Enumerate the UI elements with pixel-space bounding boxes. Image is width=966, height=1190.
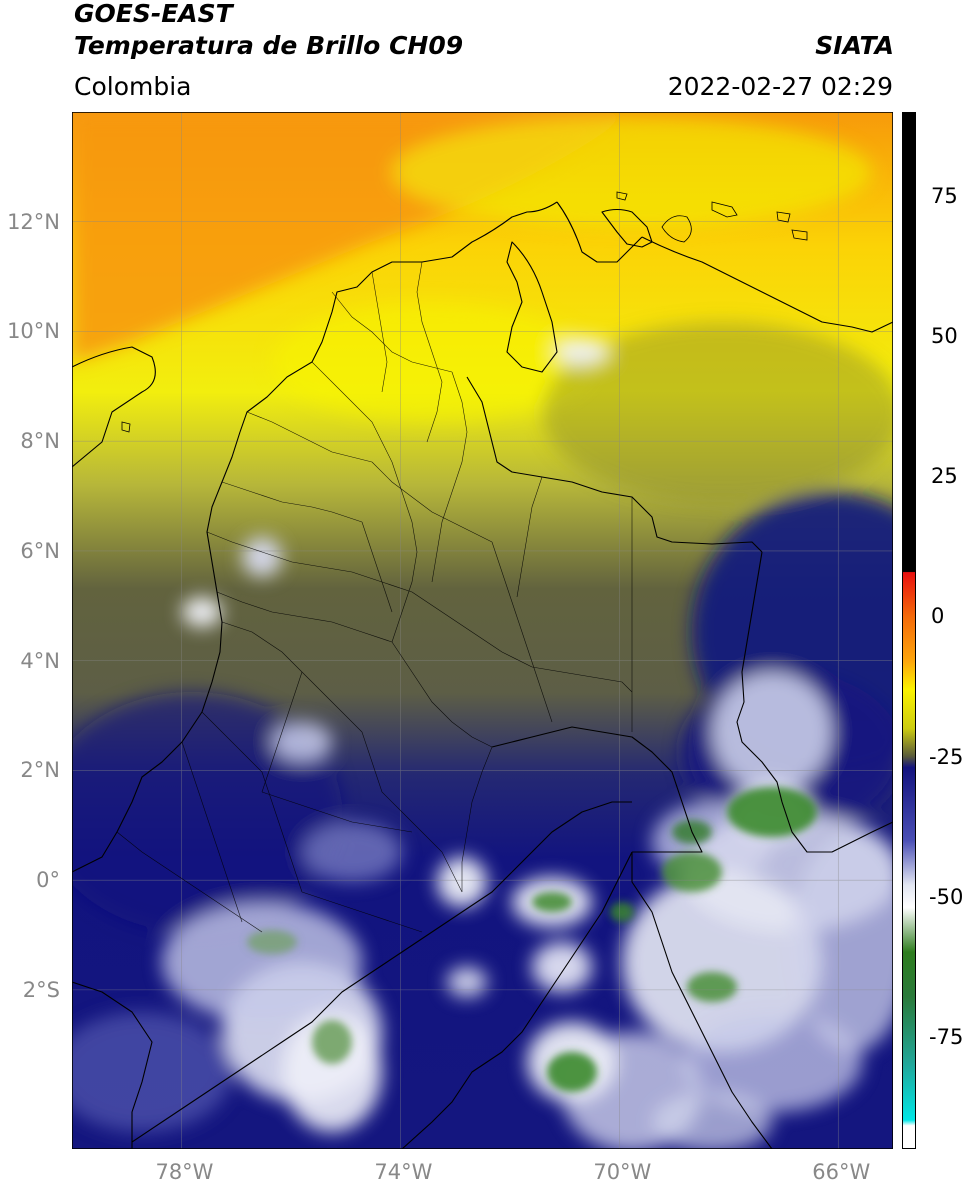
lon-tick-label: 74°W bbox=[374, 1160, 433, 1184]
region-label: Colombia bbox=[74, 72, 192, 101]
colorbar-tick-label: -75 bbox=[929, 1024, 964, 1049]
datetime-label: 2022-02-27 02:29 bbox=[667, 72, 893, 101]
cloud-field bbox=[72, 112, 893, 1149]
colorbar-tick-label: -25 bbox=[929, 744, 964, 769]
department-boundaries bbox=[116, 261, 633, 933]
lat-tick-label: 0° bbox=[36, 868, 60, 893]
agency-label: SIATA bbox=[815, 31, 894, 60]
political-boundaries bbox=[72, 201, 893, 1149]
lon-tick-label: 66°W bbox=[812, 1160, 871, 1184]
brightness-temperature-map bbox=[72, 112, 893, 1149]
lat-tick-label: 10°N bbox=[7, 319, 60, 344]
colorbar-tick-label: -50 bbox=[929, 884, 964, 909]
lat-tick-label: 6°N bbox=[20, 538, 60, 563]
lat-tick-label: 8°N bbox=[20, 429, 60, 454]
product-title: Temperatura de Brillo CH09 bbox=[74, 31, 464, 60]
lat-tick-label: 2°S bbox=[22, 977, 60, 1002]
colorbar-tick-label: 75 bbox=[931, 184, 958, 209]
lat-tick-label: 12°N bbox=[7, 209, 60, 234]
colorbar-tick-label: 25 bbox=[931, 464, 958, 489]
lat-tick-label: 2°N bbox=[20, 758, 60, 783]
map-grid bbox=[72, 112, 893, 1149]
deep-convection-cores bbox=[247, 787, 817, 1092]
lat-tick-label: 4°N bbox=[20, 648, 60, 673]
lon-tick-label: 78°W bbox=[155, 1160, 214, 1184]
islands bbox=[121, 191, 808, 433]
satellite-title: GOES-EAST bbox=[74, 0, 233, 28]
temperature-colorbar bbox=[902, 112, 916, 1149]
colorbar-tick-label: 50 bbox=[931, 324, 958, 349]
colorbar-tick-label: 0 bbox=[931, 604, 945, 629]
lon-tick-label: 70°W bbox=[593, 1160, 652, 1184]
